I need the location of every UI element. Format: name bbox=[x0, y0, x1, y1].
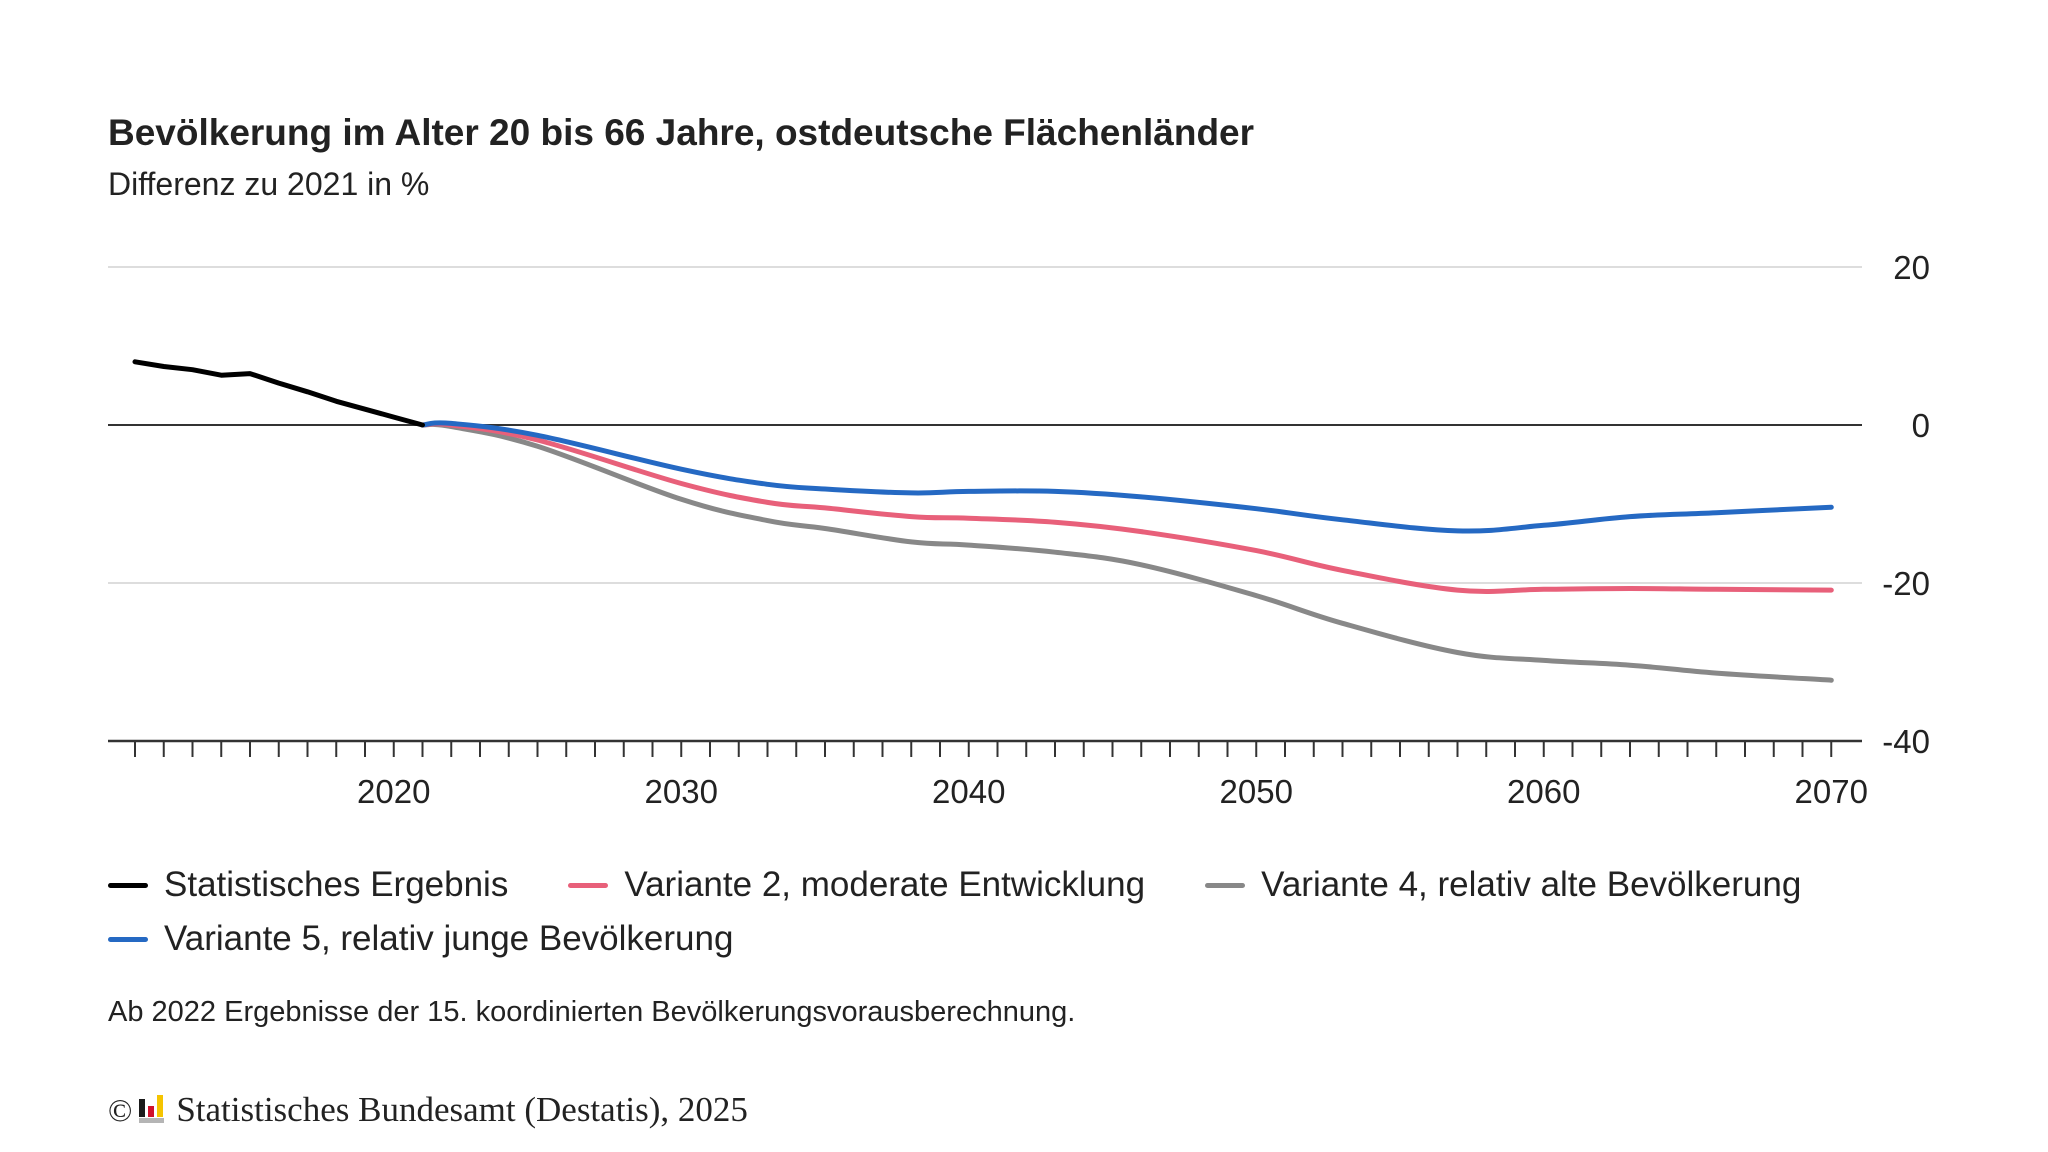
x-tick-label: 2070 bbox=[1795, 773, 1868, 810]
y-tick-label: 20 bbox=[1893, 249, 1930, 286]
chart-subtitle: Differenz zu 2021 in % bbox=[108, 166, 430, 202]
source-text: Statistisches Bundesamt (Destatis), 2025 bbox=[176, 1090, 748, 1129]
legend-swatch-icon bbox=[108, 882, 148, 888]
x-tick-label: 2060 bbox=[1507, 773, 1580, 810]
series-line-variante-4-relativ-alte-bev-lkerung bbox=[420, 421, 1834, 683]
legend-label: Variante 5, relativ junge Bevölkerung bbox=[164, 919, 734, 958]
legend-item-variante-5[interactable]: Variante 5, relativ junge Bevölkerung bbox=[108, 919, 733, 959]
gridlines bbox=[108, 266, 1862, 584]
x-axis: 2020 2030 2040 2050 2060 2070 bbox=[108, 739, 1868, 810]
legend-label: Variante 4, relativ alte Bevölkerung bbox=[1261, 865, 1802, 904]
series-line-variante-2-moderate-entwicklung bbox=[420, 421, 1834, 594]
logo-bar-black bbox=[139, 1099, 146, 1117]
x-tick-label: 2040 bbox=[932, 773, 1005, 810]
x-tick-label: 2050 bbox=[1220, 773, 1293, 810]
y-tick-label: -20 bbox=[1882, 565, 1930, 602]
legend-item-statistisches-ergebnis[interactable]: Statistisches Ergebnis bbox=[108, 865, 508, 905]
series-lines bbox=[132, 359, 1834, 683]
x-tick-label: 2030 bbox=[645, 773, 718, 810]
source-credit: © Statistisches Bundesamt (Destatis), 20… bbox=[108, 1090, 748, 1130]
legend-swatch-icon bbox=[1205, 882, 1246, 888]
logo-bar-yellow bbox=[157, 1095, 164, 1117]
chart-title: Bevölkerung im Alter 20 bis 66 Jahre, os… bbox=[108, 112, 1255, 153]
legend-row-1: Statistisches Ergebnis Variante 2, moder… bbox=[108, 858, 1908, 912]
y-tick-label: 0 bbox=[1912, 407, 1930, 444]
series-line-variante-5-relativ-junge-bev-lkerung bbox=[420, 420, 1834, 534]
legend-label: Variante 2, moderate Entwicklung bbox=[624, 865, 1146, 904]
series-line-statistisches-ergebnis bbox=[132, 359, 425, 428]
copyright-icon: © bbox=[108, 1091, 133, 1128]
y-axis-labels: 20 0 -20 -40 bbox=[1882, 249, 1930, 760]
legend: Statistisches Ergebnis Variante 2, moder… bbox=[108, 858, 1908, 966]
legend-swatch-icon bbox=[568, 882, 609, 888]
legend-swatch-icon bbox=[108, 936, 148, 942]
legend-row-2: Variante 5, relativ junge Bevölkerung bbox=[108, 912, 1908, 966]
legend-item-variante-2[interactable]: Variante 2, moderate Entwicklung bbox=[568, 865, 1145, 905]
logo-base-gray bbox=[139, 1118, 165, 1123]
footnote: Ab 2022 Ergebnisse der 15. koordinierten… bbox=[108, 996, 1076, 1028]
x-tick-label: 2020 bbox=[357, 773, 430, 810]
legend-label: Statistisches Ergebnis bbox=[164, 865, 509, 904]
logo-bar-red bbox=[148, 1106, 155, 1117]
legend-item-variante-4[interactable]: Variante 4, relativ alte Bevölkerung bbox=[1205, 865, 1801, 905]
destatis-logo-icon bbox=[138, 1093, 166, 1123]
y-tick-label: -40 bbox=[1882, 723, 1930, 760]
